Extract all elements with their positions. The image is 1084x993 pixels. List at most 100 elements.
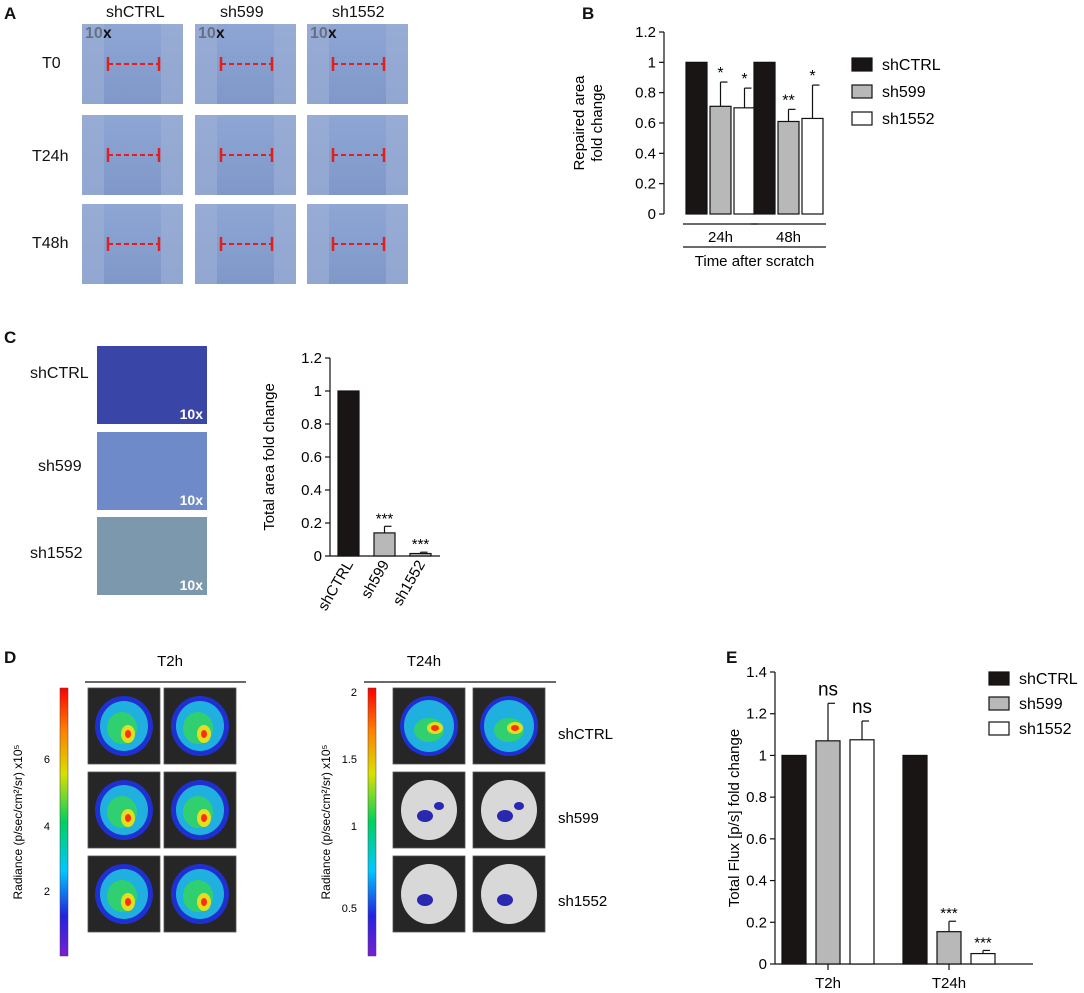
signal-blob xyxy=(417,894,433,906)
panel-label-c: C xyxy=(4,328,17,347)
y-tick-label: 0.2 xyxy=(635,176,656,193)
scratch-gap-marker xyxy=(307,115,408,195)
x-category-label: T24h xyxy=(932,975,966,992)
bar-shCTRL-T2h xyxy=(781,754,807,965)
x-category-label: sh1552 xyxy=(390,558,429,609)
y-tick-label: 1 xyxy=(314,383,322,400)
scratch-micrograph xyxy=(307,204,408,284)
x-category-label: 24h xyxy=(708,229,733,246)
y-axis-title: Total Flux [p/s] fold change xyxy=(726,729,743,907)
c-row-label-sh599: sh599 xyxy=(38,458,82,475)
y-tick-label: 1.2 xyxy=(746,706,767,723)
x-category-label: sh599 xyxy=(358,558,393,602)
y-tick-label: 0 xyxy=(759,956,767,973)
significance-label: *** xyxy=(412,536,430,553)
c-row-label-sh1552: sh1552 xyxy=(30,545,83,562)
y-axis-title-line2: fold change xyxy=(589,84,606,162)
scale1-tick-4: 4 xyxy=(44,821,50,833)
panel-label-e: E xyxy=(726,648,738,667)
col-label-shctrl: shCTRL xyxy=(106,4,165,21)
cell-edge-right xyxy=(386,204,408,284)
y-tick-label: 0.6 xyxy=(301,449,322,466)
y-tick-label: 0.8 xyxy=(746,789,767,806)
significance-label: *** xyxy=(376,510,394,527)
significance-label: *** xyxy=(940,905,958,922)
legend-swatch-sh1552 xyxy=(851,111,873,126)
y-tick-label: 1.2 xyxy=(301,350,322,367)
cell-edge-right xyxy=(386,24,408,104)
cell-edge-left xyxy=(307,115,329,195)
bar-sh1552-T2h xyxy=(849,739,875,965)
scale1-tick-6: 6 xyxy=(44,754,50,766)
y-tick-label: 0.6 xyxy=(635,115,656,132)
x-category-label: 48h xyxy=(776,229,801,246)
legend-label-sh599: sh599 xyxy=(1019,696,1063,713)
y-tick-label: 1 xyxy=(759,747,767,764)
significance-label: * xyxy=(741,71,747,88)
scale2-tick-1-5: 1.5 xyxy=(342,754,357,766)
c-row-label-shctrl: shCTRL xyxy=(30,365,89,382)
t24h-label: T24h xyxy=(407,653,441,670)
scale2-tick-2: 2 xyxy=(351,687,357,699)
panel-label-b: B xyxy=(582,4,595,23)
scratch-gap-marker xyxy=(195,24,296,104)
bar-sh1552-T24h xyxy=(970,952,996,965)
row-label-t24h: T24h xyxy=(32,148,69,165)
significance-label: ** xyxy=(782,92,794,109)
transwell-micrograph: 10x xyxy=(97,432,207,510)
signal-blob xyxy=(125,730,131,738)
magnification-label: 10x xyxy=(179,492,203,508)
signal-blob xyxy=(514,802,524,810)
y-tick-label: 0.4 xyxy=(746,873,767,890)
signal-blob xyxy=(125,814,131,822)
cell-edge-right xyxy=(161,204,183,284)
bar-sh1552 xyxy=(409,552,432,557)
col-label-sh1552: sh1552 xyxy=(332,4,385,21)
bar-sh1552-24h xyxy=(733,107,756,215)
cell-edge-right xyxy=(386,115,408,195)
scratch-gap-marker xyxy=(82,115,183,195)
scratch-gap-marker xyxy=(195,115,296,195)
cell-edge-left xyxy=(307,24,329,104)
bar-shCTRL-T24h xyxy=(902,754,928,965)
bar-shCTRL xyxy=(337,390,360,557)
chart-b: 0 0.2 0.4 0.6 0.8 1 1.2 Repaired areafold chang… xyxy=(571,24,941,270)
y-axis-title: Total area fold change xyxy=(261,383,278,531)
chart-e: 0 0.2 0.4 0.6 0.8 1 1.2 1.4 Total Flux [p/s] fol… xyxy=(726,664,1078,992)
significance-label: *** xyxy=(974,934,992,951)
scratch-gap-marker xyxy=(82,24,183,104)
panel-label-d: D xyxy=(4,648,17,667)
signal-blob xyxy=(511,725,519,731)
signal-blob xyxy=(497,810,513,822)
signal-blob xyxy=(201,898,207,906)
scratch-micrograph: 10x xyxy=(307,24,408,104)
lung-tissue xyxy=(401,864,457,924)
x-axis-title: Time after scratch xyxy=(695,253,814,270)
y-tick-label: 0.2 xyxy=(746,914,767,931)
legend-label-shCTRL: shCTRL xyxy=(1019,671,1078,688)
bar-sh599-T24h xyxy=(936,931,962,965)
significance-label: * xyxy=(809,68,815,85)
scratch-micrograph xyxy=(82,115,183,195)
bar-sh599 xyxy=(373,532,396,557)
x-category-label: T2h xyxy=(815,975,841,992)
scratch-micrograph xyxy=(307,115,408,195)
bar-sh599-24h xyxy=(709,105,732,215)
signal-blob xyxy=(201,730,207,738)
scale1-title: Radiance (p/sec/cm²/sr) x10⁵ xyxy=(11,744,25,899)
scratch-gap-marker xyxy=(195,204,296,284)
d-row-label-shctrl: shCTRL xyxy=(558,726,613,743)
legend-swatch-sh599 xyxy=(988,696,1010,711)
y-tick-label: 0.2 xyxy=(301,515,322,532)
scratch-micrograph: 10x xyxy=(195,24,296,104)
signal-blob xyxy=(125,898,131,906)
cell-edge-left xyxy=(195,115,217,195)
panel-d-imaging: T2h T24h 6 4 2 Radiance (p/sec/cm²/sr) x… xyxy=(11,653,613,957)
cell-edge-left xyxy=(82,115,104,195)
significance-label: ns xyxy=(852,697,872,718)
y-tick-label: 0 xyxy=(648,206,656,223)
y-tick-label: 1 xyxy=(648,54,656,71)
cell-edge-right xyxy=(274,115,296,195)
y-tick-label: 0.6 xyxy=(746,831,767,848)
signal-blob xyxy=(431,725,439,731)
